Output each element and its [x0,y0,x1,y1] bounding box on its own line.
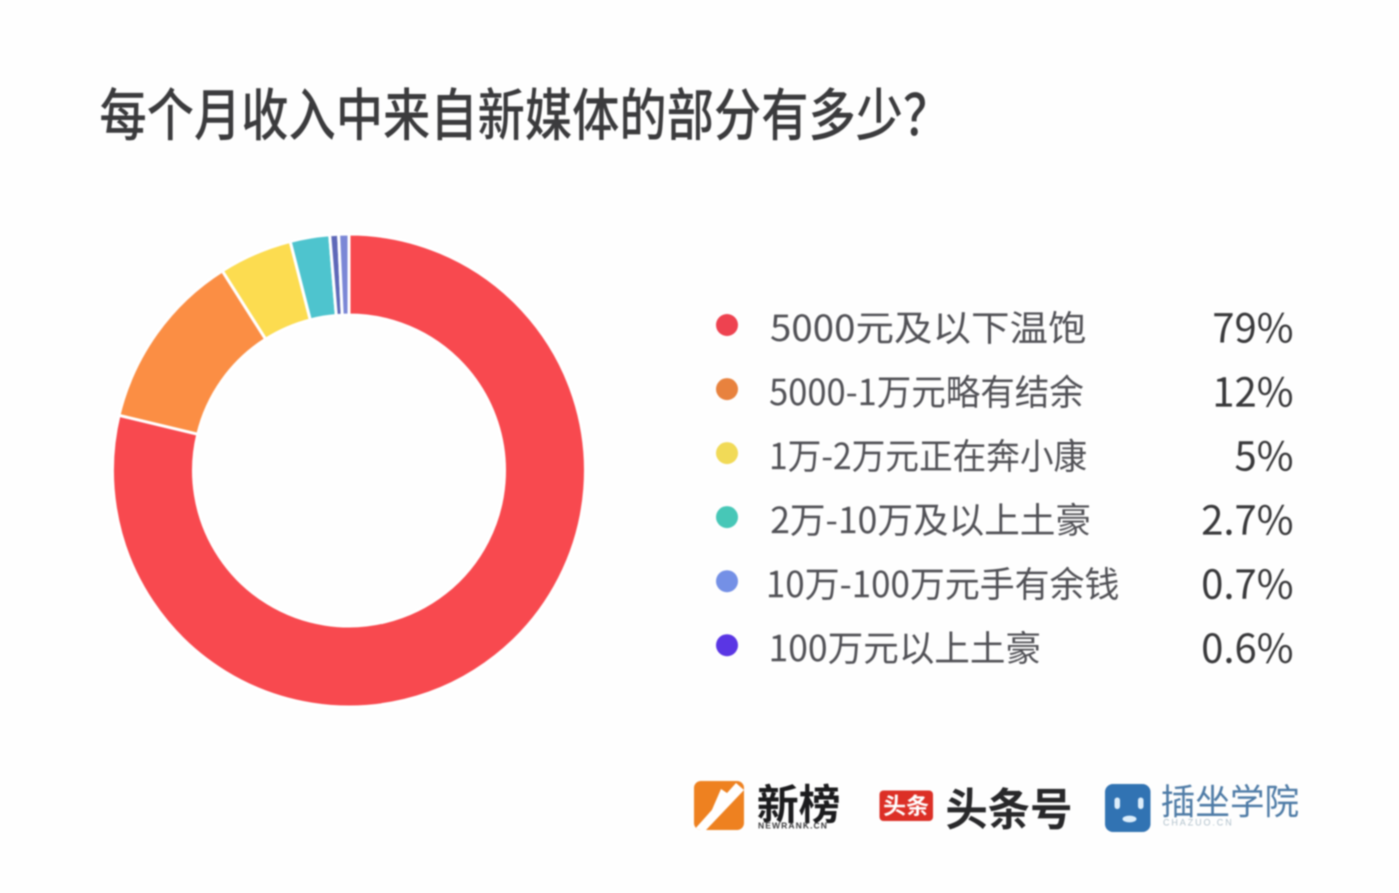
svg-text:CHAZUO.CN: CHAZUO.CN [1163,818,1234,828]
svg-text:NEWRANK.CN: NEWRANK.CN [758,821,828,831]
